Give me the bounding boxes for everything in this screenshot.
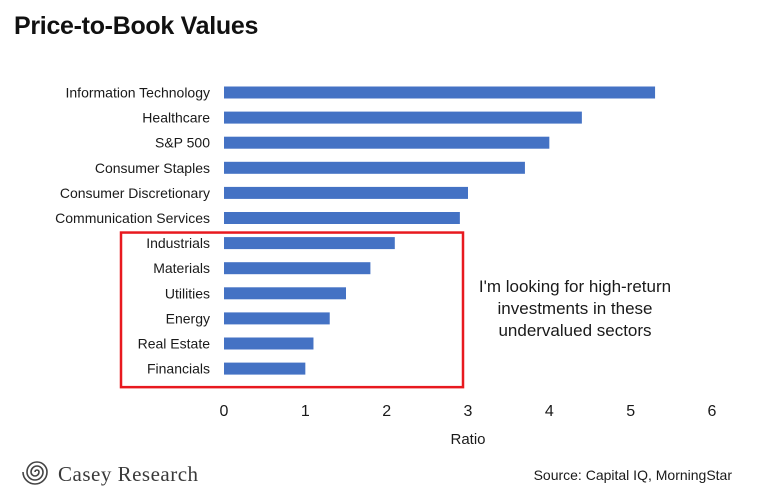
bar-energy [224, 312, 330, 325]
category-label: S&P 500 [155, 135, 210, 151]
x-tick-label: 3 [464, 403, 473, 420]
spiral-logo-icon [22, 461, 48, 485]
bar-industrials [224, 237, 395, 250]
bar-utilities [224, 287, 346, 300]
bar-communication-services [224, 212, 460, 224]
bar-financials [224, 362, 306, 375]
logo-text: Casey Research [58, 461, 199, 486]
x-axis-title: Ratio [450, 431, 485, 448]
category-label: Information Technology [66, 85, 211, 101]
category-label: Utilities [165, 285, 210, 301]
x-tick-label: 6 [708, 403, 717, 420]
x-tick-label: 1 [301, 403, 310, 420]
category-label: Energy [166, 310, 210, 326]
bar-information-technology [224, 86, 656, 99]
chart-title: Price-to-Book Values [14, 12, 259, 40]
bar-consumer-staples [224, 161, 525, 174]
category-label: Real Estate [138, 336, 211, 352]
category-label: Communication Services [55, 210, 210, 226]
category-label: Healthcare [142, 110, 210, 126]
bar-healthcare [224, 111, 582, 124]
category-label: Consumer Discretionary [60, 185, 210, 201]
x-tick-label: 0 [220, 403, 229, 420]
bar-consumer-discretionary [224, 186, 468, 199]
category-label: Consumer Staples [95, 160, 210, 176]
category-label: Financials [147, 361, 210, 377]
bar-s-p-500 [224, 136, 550, 149]
bar-materials [224, 262, 371, 275]
category-label: Materials [153, 260, 210, 276]
casey-research-logo: Casey Research [20, 455, 199, 489]
x-tick-label: 5 [626, 403, 635, 420]
source-note: Source: Capital IQ, MorningStar [533, 467, 732, 483]
bar-real-estate [224, 337, 314, 350]
x-tick-label: 4 [545, 403, 554, 420]
x-tick-label: 2 [382, 403, 391, 420]
annotation-text: I'm looking for high-return investments … [478, 277, 672, 340]
highlight-box [119, 231, 465, 389]
category-label: Industrials [146, 235, 210, 251]
